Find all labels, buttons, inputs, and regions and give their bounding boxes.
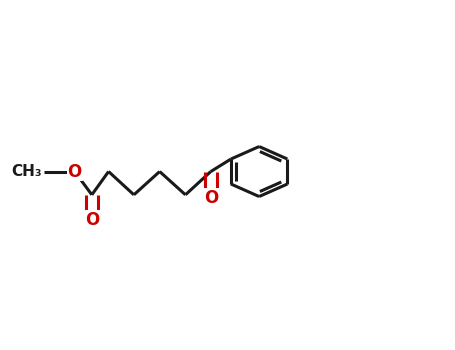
Text: CH₃: CH₃ bbox=[11, 164, 42, 179]
Text: O: O bbox=[85, 211, 99, 229]
Text: O: O bbox=[204, 189, 218, 206]
Text: O: O bbox=[67, 162, 82, 181]
